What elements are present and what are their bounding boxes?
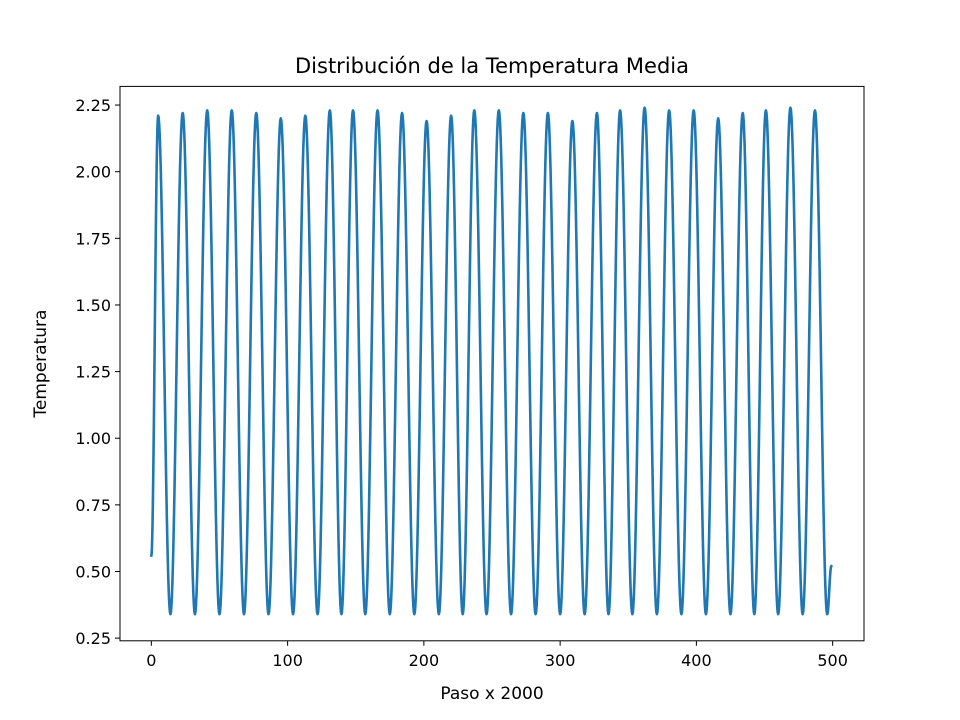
x-tick-label: 100 [272,651,303,670]
chart-title: Distribución de la Temperatura Media [295,54,689,78]
x-tick-label: 500 [817,651,848,670]
x-axis-ticks: 0 100 200 300 400 500 [146,640,848,670]
x-tick-label: 200 [409,651,440,670]
series-line [149,106,834,616]
plot-frame [119,85,865,642]
y-tick-label: 0.25 [75,629,111,648]
y-tick-label: 0.50 [75,563,111,582]
series-layer [149,106,834,616]
x-axis-label: Paso x 2000 [440,684,543,704]
x-tick-label: 400 [681,651,712,670]
y-axis-ticks: 0.25 0.50 0.75 1.00 1.25 1.50 1.75 2.00 2.25 [75,96,120,648]
x-tick-label: 0 [146,651,156,670]
y-tick-label: 1.25 [75,363,111,382]
y-axis-label: Temperatura [31,310,51,419]
y-tick-label: 2.25 [75,96,111,115]
y-tick-label: 2.00 [75,163,111,182]
y-tick-label: 1.50 [75,296,111,315]
y-tick-label: 1.75 [75,229,111,248]
y-tick-label: 1.00 [75,429,111,448]
x-tick-label: 300 [545,651,576,670]
y-tick-label: 0.75 [75,496,111,515]
